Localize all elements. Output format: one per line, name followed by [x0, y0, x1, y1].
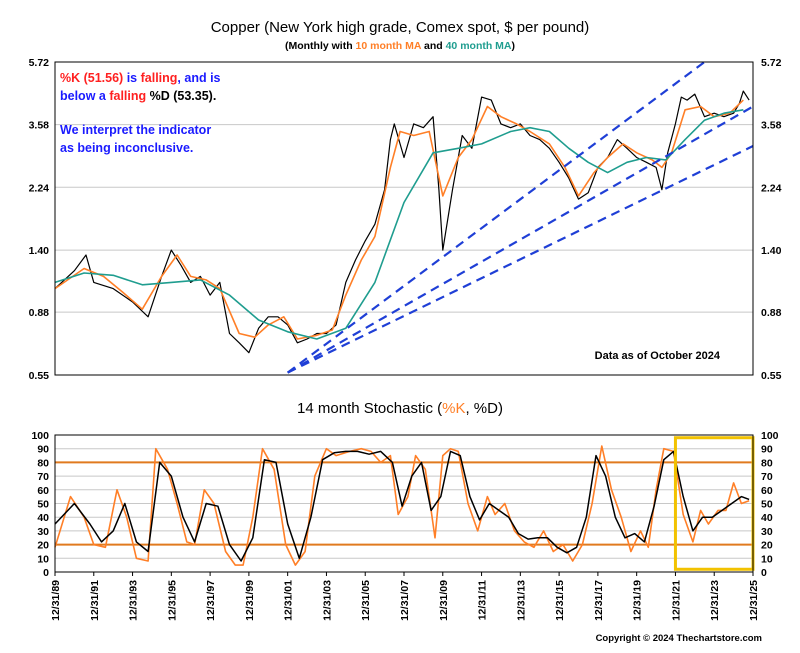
copyright-label: Copyright © 2024 Thechartstore.com [596, 633, 762, 644]
x-tick-label: 12/31/07 [399, 580, 411, 621]
stochastic-y-tick-left: 10 [37, 553, 49, 565]
trendline-1 [287, 61, 706, 374]
stochastic-chart-title: 14 month Stochastic (%K, %D) [297, 400, 503, 417]
price-chart-subtitle: (Monthly with 10 month MA and 40 month M… [285, 40, 515, 52]
stochastic-y-tick-right: 100 [761, 430, 779, 442]
x-tick-label: 12/31/21 [670, 580, 682, 621]
comment-d-value: %D (53.35). [146, 89, 216, 103]
series-copper-monthly [54, 90, 750, 354]
stochastic-y-tick-right: 40 [761, 512, 773, 524]
x-tick-label: 12/31/95 [166, 580, 178, 621]
x-tick-label: 12/31/11 [477, 580, 489, 620]
x-tick-label: 12/31/97 [205, 580, 217, 621]
stochastic-y-tick-left: 70 [37, 471, 49, 483]
x-tick-label: 12/31/23 [709, 580, 721, 621]
stochastic-y-tick-left: 30 [37, 526, 49, 538]
series-d [54, 450, 750, 562]
x-tick-label: 12/31/03 [321, 580, 333, 621]
price-y-tick-right: 5.72 [761, 57, 782, 69]
stochastic-y-tick-right: 50 [761, 499, 773, 511]
stochastic-y-tick-right: 20 [761, 540, 773, 552]
comment-k-value: %K (51.56) [60, 71, 123, 85]
stochastic-y-tick-right: 80 [761, 457, 773, 469]
stochastic-y-tick-right: 10 [761, 553, 773, 565]
stochastic-y-tick-right: 60 [761, 485, 773, 497]
x-tick-label: 12/31/17 [593, 580, 605, 621]
price-y-tick-left: 1.40 [29, 245, 50, 257]
series-10-month-ma [54, 99, 744, 340]
trendlines [287, 61, 754, 374]
stochastic-bands [55, 461, 753, 546]
stochastic-y-tick-left: 90 [37, 444, 49, 456]
subtitle-ma10: 10 month MA [356, 40, 422, 52]
stochastic-y-tick-left: 100 [31, 430, 49, 442]
price-y-tick-left: 5.72 [29, 57, 50, 69]
stochastic-title-c: , %D) [465, 400, 503, 417]
x-tick-label: 12/31/93 [128, 580, 140, 621]
stochastic-y-tick-right: 30 [761, 526, 773, 538]
comment-line-4: as being inconclusive. [60, 141, 193, 155]
price-y-tick-left: 0.55 [29, 370, 50, 382]
stochastic-title-a: 14 month Stochastic ( [297, 400, 442, 417]
price-plot-frame [54, 61, 754, 376]
x-tick-label: 12/31/89 [50, 580, 62, 621]
price-y-tick-right: 1.40 [761, 245, 782, 257]
x-tick-labels: 12/31/89 12/31/91 12/31/93 12/31/95 12/31/97… [50, 572, 760, 621]
price-y-tick-right: 0.55 [761, 370, 782, 382]
subtitle-and: and [421, 40, 446, 52]
subtitle-ma40: 40 month MA [446, 40, 512, 52]
comment-below: below a [60, 89, 109, 103]
x-tick-label: 12/31/19 [632, 580, 644, 621]
price-y-tick-left: 0.88 [29, 307, 50, 319]
stochastic-y-tick-right: 70 [761, 471, 773, 483]
price-y-tick-left: 3.58 [29, 120, 50, 132]
series-k [54, 445, 750, 566]
trendline-3 [287, 145, 754, 374]
data-as-of-label: Data as of October 2024 [595, 350, 721, 362]
comment-line-3: We interpret the indicator [60, 123, 211, 137]
price-chart-title: Copper (New York high grade, Comex spot,… [211, 19, 590, 36]
stochastic-y-tick-right: 90 [761, 444, 773, 456]
comment-falling-2: falling [109, 89, 146, 103]
x-tick-label: 12/31/13 [515, 580, 527, 621]
series-40-month-ma [54, 109, 744, 340]
price-y-tick-labels: 5.72 5.72 3.58 3.58 2.24 2.24 1.40 1.40 0.88 0.88… [29, 57, 782, 382]
x-tick-label: 12/31/25 [748, 580, 760, 621]
price-y-tick-right: 2.24 [761, 182, 782, 194]
stochastic-y-tick-left: 80 [37, 457, 49, 469]
x-tick-label: 12/31/01 [283, 580, 295, 621]
stochastic-title-k: %K [442, 400, 465, 417]
stochastic-y-tick-left: 40 [37, 512, 49, 524]
price-series-lines [54, 90, 750, 354]
x-tick-label: 12/31/09 [438, 580, 450, 621]
x-tick-label: 12/31/05 [360, 580, 372, 621]
stochastic-y-tick-right: 0 [761, 567, 767, 579]
comment-falling-1: falling [141, 71, 178, 85]
comment-and-is: , and is [177, 71, 220, 85]
comment-line-2: below a falling %D (53.35). [60, 89, 216, 103]
x-tick-label: 12/31/15 [554, 580, 566, 621]
comment-is: is [123, 71, 140, 85]
price-y-tick-right: 0.88 [761, 307, 782, 319]
stochastic-y-tick-left: 60 [37, 485, 49, 497]
subtitle-open: (Monthly with [285, 40, 356, 52]
x-tick-label: 12/31/91 [89, 580, 101, 621]
x-tick-label: 12/31/99 [244, 580, 256, 621]
price-y-tick-left: 2.24 [29, 182, 50, 194]
subtitle-close: ) [512, 40, 516, 52]
stochastic-y-tick-left: 50 [37, 499, 49, 511]
comment-line-1: %K (51.56) is falling, and is [60, 71, 221, 85]
stochastic-y-tick-left: 20 [37, 540, 49, 552]
stochastic-y-tick-left: 0 [43, 567, 49, 579]
price-y-tick-right: 3.58 [761, 120, 782, 132]
stochastic-series-lines [54, 445, 750, 566]
